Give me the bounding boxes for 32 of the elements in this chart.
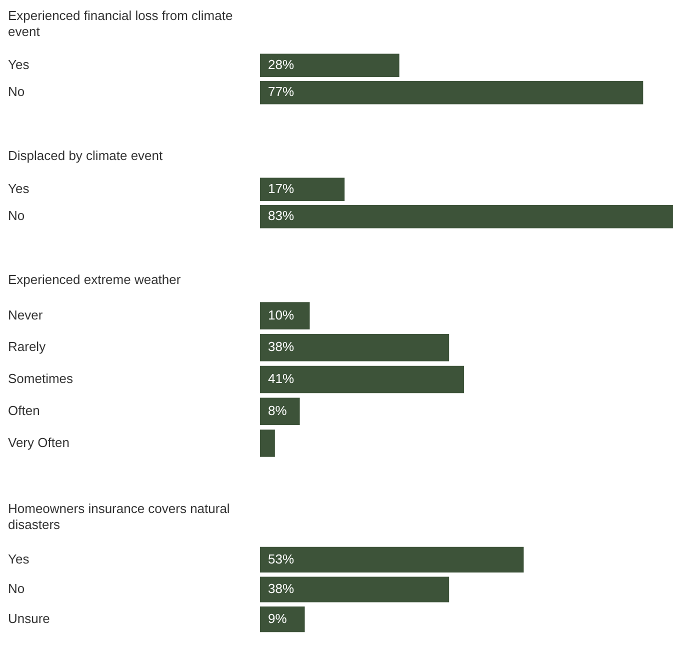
bar [260,430,275,457]
y-tick-label: Unsure [8,610,50,626]
text: Experienced financial loss from climate event [7,8,234,40]
data-label: 77% [268,84,294,100]
y-tick-label: Rarely [8,339,46,354]
y-tick-label: No [8,84,25,100]
data-label: 10% [268,307,294,322]
bar [260,334,450,362]
data-label: 41% [268,371,294,386]
bar [260,302,310,330]
y-tick-label: Yes [8,56,30,72]
data-label: 53% [268,551,294,566]
data-label: 83% [268,208,294,224]
y-tick-label: Sometimes [8,371,74,386]
y-tick-label: No [8,208,25,224]
text: Experienced extreme weather [7,272,182,288]
y-tick-label: Yes [8,180,30,196]
y-tick-label: Yes [8,551,30,566]
data-label: 9% [268,610,288,626]
y-tick-label: Very Often [8,434,70,450]
data-label: 28% [268,56,294,72]
text: Displaced by climate event [7,148,164,164]
y-tick-label: No [8,581,25,596]
bar [260,398,300,426]
y-tick-label: Never [8,307,44,322]
y-tick-label: Often [8,402,40,418]
data-label: 38% [268,581,294,596]
data-label: 17% [268,180,294,196]
data-label: 38% [268,339,294,354]
bar [260,366,464,394]
data-label: 8% [268,402,288,418]
text: Homeowners insurance covers natural disasters [7,501,231,533]
